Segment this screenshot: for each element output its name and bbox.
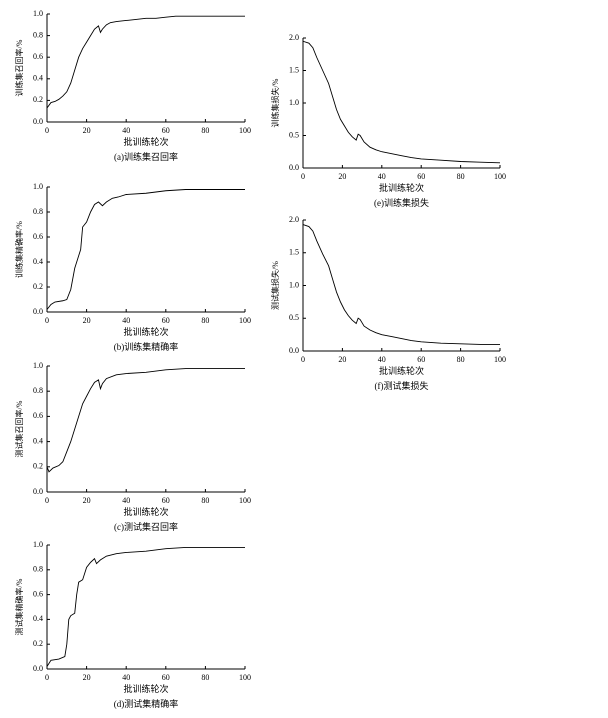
y-tick-label: 1.5 (289, 65, 299, 74)
x-tick-label: 40 (122, 316, 130, 325)
x-tick-label: 80 (457, 355, 465, 364)
x-axis-title: 批训练轮次 (123, 506, 168, 517)
x-tick-label: 20 (83, 496, 91, 505)
x-tick-label: 20 (338, 172, 346, 181)
x-tick-label: 0 (45, 316, 49, 325)
x-tick-label: 100 (239, 673, 251, 682)
caption: (c)测试集召回率 (114, 521, 178, 532)
y-tick-label: 0.2 (33, 462, 43, 471)
caption: (b)训练集精确率 (114, 341, 179, 352)
x-axis-title: 批训练轮次 (123, 136, 168, 147)
y-axis-title: 测试集损失/% (270, 261, 280, 310)
y-axis-title: 测试集召回率/% (14, 400, 24, 457)
y-tick-label: 0.2 (33, 95, 43, 104)
y-tick-label: 0.8 (33, 565, 43, 574)
x-tick-label: 20 (83, 126, 91, 135)
y-tick-label: 0.0 (33, 307, 43, 316)
y-axis-title: 测试集精确率/% (14, 578, 24, 635)
y-tick-label: 0.0 (289, 163, 299, 172)
data-line (46, 189, 245, 310)
y-tick-label: 0.4 (33, 436, 43, 445)
y-tick-label: 0.8 (33, 386, 43, 395)
y-tick-label: 2.0 (289, 33, 299, 42)
caption: (f)测试集损失 (375, 380, 429, 391)
caption: (a)训练集召回率 (114, 151, 178, 162)
y-tick-label: 0.5 (289, 313, 299, 322)
data-line (46, 15, 245, 109)
y-tick-label: 1.0 (33, 9, 43, 18)
caption: (e)训练集损失 (374, 197, 429, 208)
x-tick-label: 60 (162, 126, 170, 135)
y-tick-label: 1.0 (33, 540, 43, 549)
y-tick-label: 0.6 (33, 232, 43, 241)
x-tick-label: 0 (45, 496, 49, 505)
x-tick-label: 40 (122, 126, 130, 135)
x-tick-label: 80 (201, 496, 209, 505)
x-axis-title: 批训练轮次 (379, 365, 424, 376)
y-tick-label: 1.0 (33, 361, 43, 370)
y-tick-label: 1.0 (289, 280, 299, 289)
y-tick-label: 0.6 (33, 52, 43, 61)
x-tick-label: 40 (378, 172, 386, 181)
x-axis-title: 批训练轮次 (123, 683, 168, 694)
y-tick-label: 0.4 (33, 614, 43, 623)
x-tick-label: 80 (457, 172, 465, 181)
x-axis-title: 批训练轮次 (123, 326, 168, 337)
x-tick-label: 20 (338, 355, 346, 364)
data-line (302, 224, 500, 345)
y-axis-title: 训练集损失/% (270, 78, 280, 127)
x-tick-label: 40 (122, 673, 130, 682)
y-tick-label: 0.2 (33, 639, 43, 648)
x-tick-label: 100 (239, 316, 251, 325)
y-tick-label: 0.6 (33, 589, 43, 598)
x-axis-title: 批训练轮次 (379, 182, 424, 193)
y-tick-label: 1.0 (33, 182, 43, 191)
y-tick-label: 2.0 (289, 215, 299, 224)
x-tick-label: 80 (201, 316, 209, 325)
y-tick-label: 0.8 (33, 207, 43, 216)
x-tick-label: 40 (122, 496, 130, 505)
x-tick-label: 60 (162, 316, 170, 325)
y-tick-label: 0.8 (33, 30, 43, 39)
x-tick-label: 20 (83, 673, 91, 682)
x-tick-label: 100 (239, 126, 251, 135)
x-tick-label: 20 (83, 316, 91, 325)
y-tick-label: 0.2 (33, 282, 43, 291)
x-tick-label: 80 (201, 673, 209, 682)
y-axis-title: 训练集召回率/% (14, 39, 24, 96)
data-line (302, 40, 501, 164)
x-tick-label: 100 (239, 496, 251, 505)
y-tick-label: 0.5 (289, 130, 299, 139)
x-tick-label: 60 (162, 673, 170, 682)
x-tick-label: 0 (45, 126, 49, 135)
data-line (46, 368, 245, 473)
caption: (d)测试集精确率 (114, 698, 179, 709)
y-tick-label: 0.6 (33, 411, 43, 420)
x-tick-label: 80 (201, 126, 209, 135)
y-tick-label: 0.0 (289, 346, 299, 355)
y-tick-label: 0.4 (33, 74, 43, 83)
x-tick-label: 100 (494, 172, 506, 181)
y-tick-label: 1.5 (289, 248, 299, 257)
y-tick-label: 1.0 (289, 98, 299, 107)
x-tick-label: 40 (378, 355, 386, 364)
y-axis-title: 训练集精确率/% (14, 221, 24, 278)
x-tick-label: 0 (45, 673, 49, 682)
x-tick-label: 60 (417, 172, 425, 181)
x-tick-label: 0 (301, 355, 305, 364)
y-tick-label: 0.0 (33, 664, 43, 673)
x-tick-label: 100 (494, 355, 506, 364)
x-tick-label: 60 (417, 355, 425, 364)
y-tick-label: 0.4 (33, 257, 43, 266)
y-tick-label: 0.0 (33, 117, 43, 126)
x-tick-label: 60 (162, 496, 170, 505)
y-tick-label: 0.0 (33, 487, 43, 496)
data-line (46, 547, 245, 667)
x-tick-label: 0 (301, 172, 305, 181)
